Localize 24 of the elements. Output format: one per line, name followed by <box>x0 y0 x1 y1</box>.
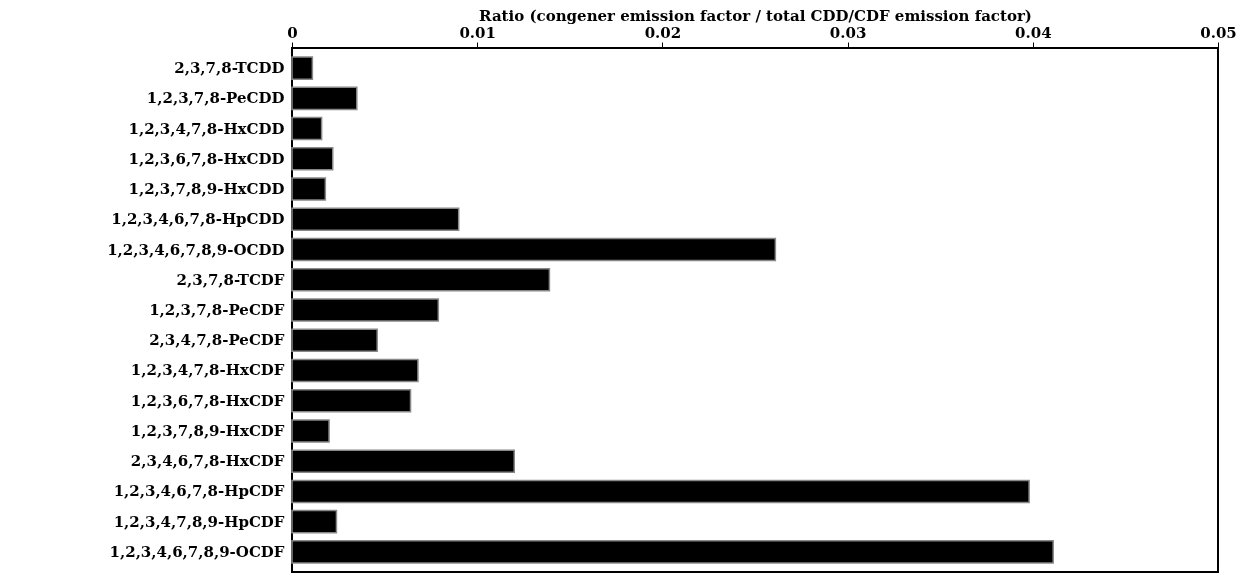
y-tick-label: 1,2,3,4,6,7,8,9-OCDF <box>109 542 285 561</box>
y-tick-label: 2,3,7,8-TCDF <box>176 270 285 289</box>
y-tick-label: 1,2,3,7,8,9-HxCDD <box>128 180 285 199</box>
y-tick-label: 1,2,3,6,7,8-HxCDD <box>128 149 285 168</box>
y-tick-label: 2,3,4,7,8-PeCDF <box>149 331 285 350</box>
y-tick-label: 1,2,3,4,6,7,8-HpCDD <box>111 210 285 229</box>
x-axis-title: Ratio (congener emission factor / total CDD/CDF emission factor) <box>479 6 1032 25</box>
x-tick-label: 0.01 <box>459 23 496 42</box>
x-tick-label: 0 <box>287 23 298 42</box>
y-tick-label: 1,2,3,7,8-PeCDD <box>146 89 285 108</box>
x-tick-label: 0.02 <box>644 23 682 42</box>
x-tick-label: 0.04 <box>1015 23 1052 42</box>
y-tick-label: 1,2,3,6,7,8-HxCDF <box>130 391 285 410</box>
y-tick-label: 2,3,7,8-TCDD <box>174 59 285 78</box>
y-tick-label: 1,2,3,4,7,8,9-HpCDF <box>113 512 285 531</box>
y-tick-label: 1,2,3,4,7,8-HxCDD <box>128 119 285 138</box>
y-tick-label: 1,2,3,7,8,9-HxCDF <box>130 421 285 440</box>
x-tick-label: 0.03 <box>829 23 867 42</box>
y-tick-label: 1,2,3,4,6,7,8,9-OCDD <box>107 240 285 259</box>
y-tick-label: 1,2,3,4,6,7,8-HpCDF <box>113 482 285 501</box>
x-tick-label: 0.05 <box>1200 23 1237 42</box>
y-tick-label: 1,2,3,4,7,8-HxCDF <box>130 361 285 380</box>
y-tick-label: 2,3,4,6,7,8-HxCDF <box>130 452 285 471</box>
y-tick-label: 1,2,3,7,8-PeCDF <box>149 301 285 319</box>
